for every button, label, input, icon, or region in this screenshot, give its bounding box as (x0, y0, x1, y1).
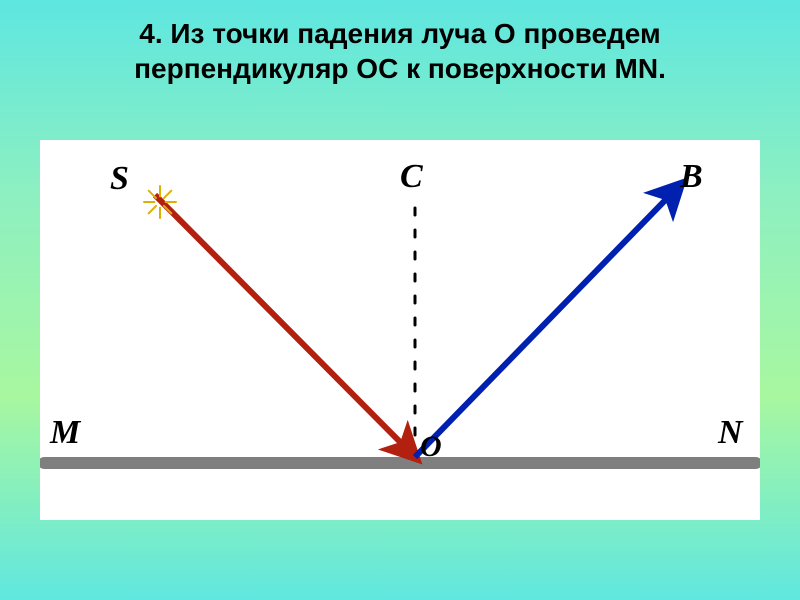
label-c: C (400, 158, 423, 196)
title-line-2: перпендикуляр ОС к поверхности MN. (134, 53, 666, 84)
label-m: M (50, 414, 80, 452)
label-n: N (718, 414, 743, 452)
label-s: S (110, 160, 129, 198)
label-b: B (680, 158, 703, 196)
reflected-ray (415, 185, 680, 457)
diagram-container: S C B M N O (40, 140, 760, 520)
title-line-1: 4. Из точки падения луча О проведем (139, 18, 660, 49)
incident-ray (155, 195, 415, 457)
slide-title: 4. Из точки падения луча О проведем перп… (20, 16, 780, 86)
reflection-diagram (40, 140, 760, 520)
slide: 4. Из точки падения луча О проведем перп… (0, 0, 800, 600)
label-o: O (420, 430, 442, 464)
